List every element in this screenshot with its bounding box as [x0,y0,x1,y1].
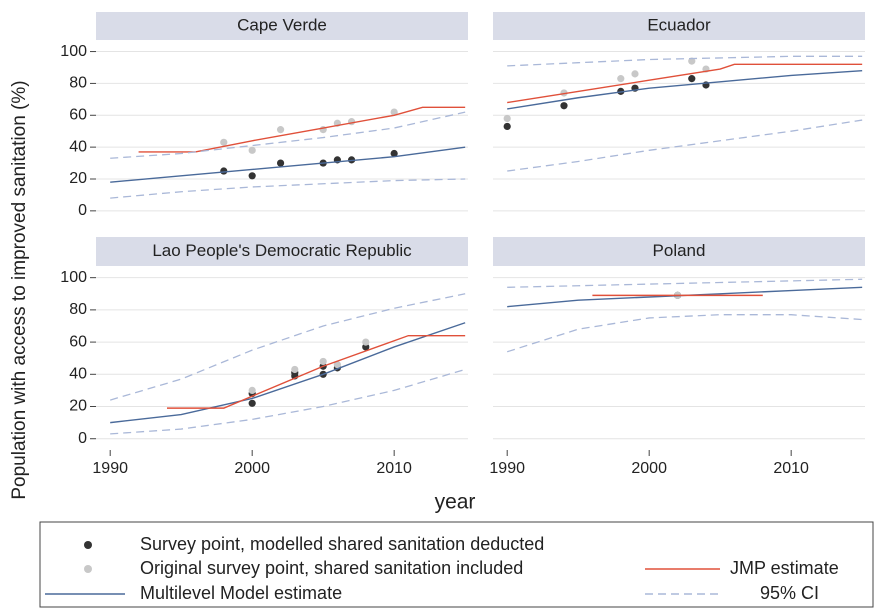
ci-line [507,55,863,67]
strip [96,237,468,266]
ci-line [110,368,466,435]
survey-point [688,75,696,83]
ci-line [110,293,466,401]
panel-title: Ecuador [647,15,711,34]
y-tick-label: 20 [69,170,87,187]
survey-point [503,122,511,131]
y-tick-label: 80 [69,75,87,92]
survey-point [248,146,256,154]
x-tick-label: 1990 [489,460,525,477]
ci-line [507,278,863,288]
survey-point [248,172,256,180]
survey-point [688,57,696,65]
survey-point [248,386,256,395]
legend-box [39,521,874,608]
estimate-line [166,334,466,409]
x-tick-label: 1990 [92,460,128,477]
ci-line [110,111,466,159]
y-tick-label: 100 [60,43,87,60]
survey-point [362,338,370,346]
panel-title: Lao People's Democratic Republic [152,241,412,260]
legend-marker [84,565,92,573]
x-tick-label: 2000 [234,460,270,477]
estimate-line [507,69,863,110]
estimate-line [507,286,863,308]
survey-point [220,167,228,175]
survey-point [347,118,356,126]
strip [493,237,865,266]
legend-label: Survey point, modelled shared sanitation… [140,534,544,554]
estimate-line [110,146,466,183]
survey-point [631,70,639,78]
y-tick-label: 20 [69,398,87,415]
panel-title: Poland [653,241,706,260]
survey-point [291,365,299,374]
y-tick-label: 40 [69,138,87,155]
survey-point [390,108,398,116]
x-tick-label: 2010 [773,460,809,477]
legend-marker [84,541,92,549]
survey-point [319,357,327,366]
x-tick-label: 2000 [631,460,667,477]
y-tick-label: 100 [60,269,87,286]
legend-label: Original survey point, shared sanitation… [140,558,523,578]
survey-point [390,149,398,158]
survey-point [617,75,625,83]
survey-point [276,126,285,134]
estimate-line [110,322,466,424]
strip [493,12,865,40]
legend-label: 95% CI [760,583,819,603]
survey-point [560,102,568,110]
estimate-line [507,63,863,104]
survey-point [333,361,341,369]
y-tick-label: 60 [69,333,87,350]
survey-point [248,399,256,407]
y-tick-label: 60 [69,106,87,123]
ci-line [507,119,863,172]
ci-line [507,314,863,353]
y-tick-label: 0 [78,202,87,219]
y-tick-label: 40 [69,366,87,383]
survey-point [220,138,228,146]
x-tick-label: 2010 [376,460,412,477]
survey-point [276,159,285,167]
legend-label: Multilevel Model estimate [140,583,342,603]
estimate-line [138,106,466,153]
y-tick-label: 0 [78,430,87,447]
y-axis-label: Population with access to improved sanit… [9,80,30,499]
strip [96,12,468,40]
survey-point [503,114,511,123]
x-axis-label: year [435,491,476,514]
panel-title: Cape Verde [237,15,327,34]
ci-line [110,178,466,199]
y-tick-label: 80 [69,301,87,318]
legend-label: JMP estimate [730,558,839,578]
